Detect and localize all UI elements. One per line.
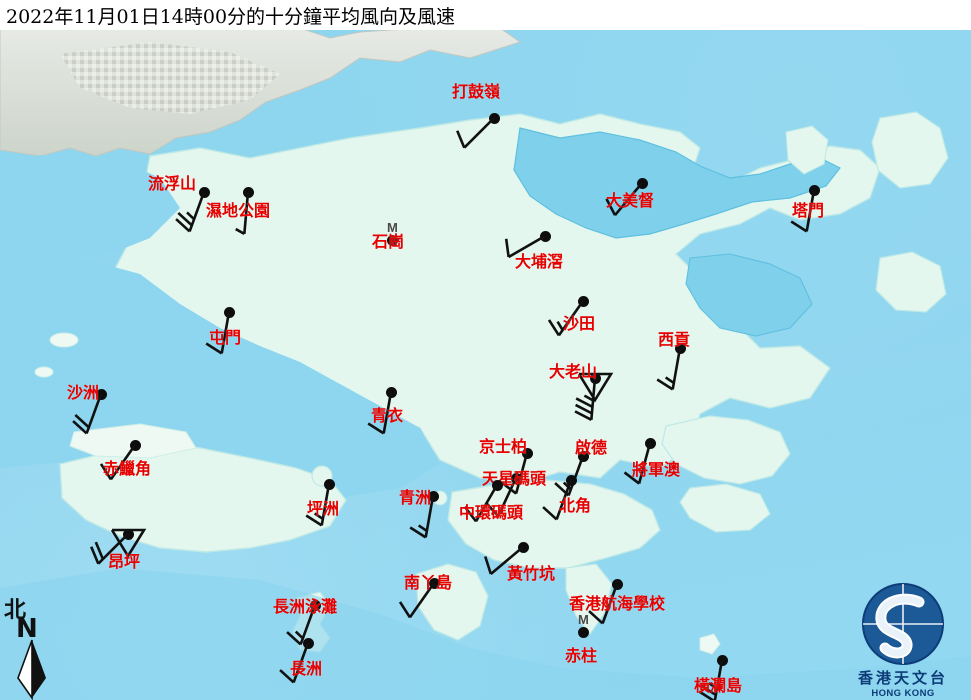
station-marker-dot — [611, 578, 623, 590]
hko-name-cn: 香港天文台 — [857, 669, 948, 687]
station-label: 南丫島 — [404, 573, 453, 592]
station-label: 濕地公園 — [206, 201, 271, 220]
station-label: 青衣 — [371, 406, 404, 425]
station-marker-dot — [302, 637, 314, 649]
station-label: 屯門 — [209, 328, 242, 347]
missing-data-indicator: M — [578, 612, 589, 627]
station-marker-dot — [716, 654, 728, 666]
station-label: 長洲 — [290, 659, 323, 678]
station-label: 昂坪 — [108, 552, 141, 571]
station-marker-dot — [242, 186, 254, 198]
station-label: 長洲泳灘 — [273, 597, 338, 616]
station-marker-dot — [808, 184, 820, 196]
station-label: 中環碼頭 — [459, 503, 524, 522]
station-label: 沙洲 — [67, 383, 100, 402]
station-marker-dot — [577, 626, 589, 638]
hko-name-en: HONG KONG OBSERVATORY — [865, 688, 940, 700]
hko-emblem-icon — [862, 583, 944, 665]
station-marker-dot — [517, 541, 529, 553]
station-label: 黃竹坑 — [507, 564, 556, 583]
station-marker-dot — [198, 186, 210, 198]
station-marker-dot — [488, 112, 500, 124]
station-label: 打鼓嶺 — [452, 82, 501, 101]
station-label: 石崗 — [372, 232, 405, 251]
station-marker-dot — [323, 478, 335, 490]
station-marker-dot — [539, 230, 551, 242]
station-marker-dot — [491, 479, 503, 491]
station-label: 大老山 — [549, 362, 598, 381]
station-label: 北角 — [559, 496, 592, 515]
page-title: 2022年11月01日14時00分的十分鐘平均風向及風速 — [6, 6, 456, 28]
station-label: 將軍澳 — [632, 460, 681, 479]
station-label: 啟德 — [575, 438, 608, 457]
station-marker-dot — [385, 386, 397, 398]
station-marker-dot — [386, 234, 398, 246]
station-label: 青洲 — [399, 488, 432, 507]
hko-logo: 香港天文台 HONG KONG OBSERVATORY — [839, 582, 967, 700]
compass-needle-icon — [17, 639, 46, 700]
station-marker-dot — [644, 437, 656, 449]
compass-north-cn: 北 — [4, 597, 27, 623]
station-label: 坪洲 — [307, 499, 340, 518]
title-bar: 2022年11月01日14時00分的十分鐘平均風向及風速 — [0, 0, 971, 30]
map-canvas[interactable]: 打鼓嶺 流浮山 濕地公園 M 石崗 大美督 大埔滘 塔門 沙田 西貢 大老山 屯門 沙洲 赤鱲角 青衣 昂坪坪… — [0, 28, 971, 700]
station-marker-dot — [565, 474, 577, 486]
compass-rose: 北 N — [4, 592, 66, 700]
station-label: 赤柱 — [565, 646, 598, 665]
station-label: 西貢 — [658, 330, 691, 349]
station-label: 橫瀾島 — [694, 676, 743, 695]
station-label: 香港航海學校 — [569, 594, 666, 613]
coastline-layer — [0, 28, 971, 700]
compass-north-en: N — [16, 614, 38, 644]
station-marker-dot — [122, 528, 134, 540]
station-label: 流浮山 — [148, 174, 197, 193]
station-label: 沙田 — [563, 314, 596, 333]
station-label: 京士柏 — [479, 437, 528, 456]
station-label: 塔門 — [792, 201, 825, 220]
missing-data-indicator: M — [387, 220, 398, 235]
station-label: 赤鱲角 — [103, 459, 152, 478]
station-label: 大美督 — [606, 191, 655, 210]
station-label: 大埔滘 — [515, 252, 564, 271]
station-marker-dot — [129, 439, 141, 451]
station-marker-dot — [223, 306, 235, 318]
station-marker-dot — [577, 295, 589, 307]
